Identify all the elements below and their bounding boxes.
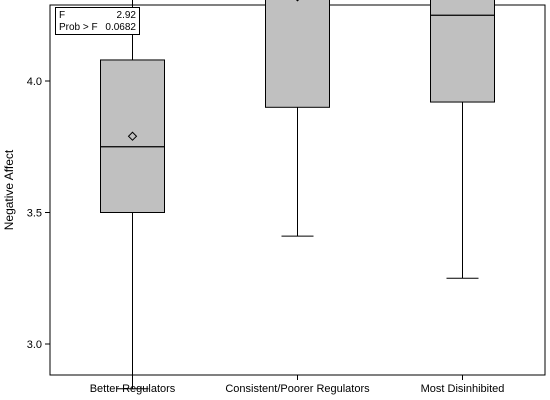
y-axis-ticks: 3.03.54.04.55.05.5 (27, 76, 50, 351)
x-axis-ticks: Better Regulators Consistent/Poorer Regul… (90, 375, 505, 395)
iqr-box (430, 0, 495, 103)
mean-marker (127, 131, 138, 141)
stat-label-f: F (59, 10, 66, 21)
x-tick-label: Most Disinhibited (421, 383, 505, 395)
y-tick-label: 3.0 (27, 339, 42, 351)
box-group (430, 0, 495, 279)
stat-row-f: F 2.92 (59, 10, 136, 22)
y-tick-label: 4.0 (27, 76, 42, 88)
boxes (100, 0, 495, 390)
iqr-box (265, 0, 330, 108)
y-tick-label: 3.5 (27, 208, 42, 220)
stat-value-f: 2.92 (116, 10, 136, 21)
anova-stats-box: F 2.92 Prob > F 0.0682 (55, 7, 140, 35)
stat-label-prob: Prob > F (59, 22, 98, 33)
y-axis-label: Negative Affect (2, 149, 16, 230)
stat-row-prob: Prob > F 0.0682 (59, 22, 136, 34)
mean-marker (295, 0, 300, 2)
box-group (100, 0, 165, 390)
x-tick-label: Consistent/Poorer Regulators (225, 383, 370, 395)
box-group (265, 0, 330, 237)
iqr-box (100, 59, 165, 213)
stat-value-prob: 0.0682 (105, 22, 136, 33)
